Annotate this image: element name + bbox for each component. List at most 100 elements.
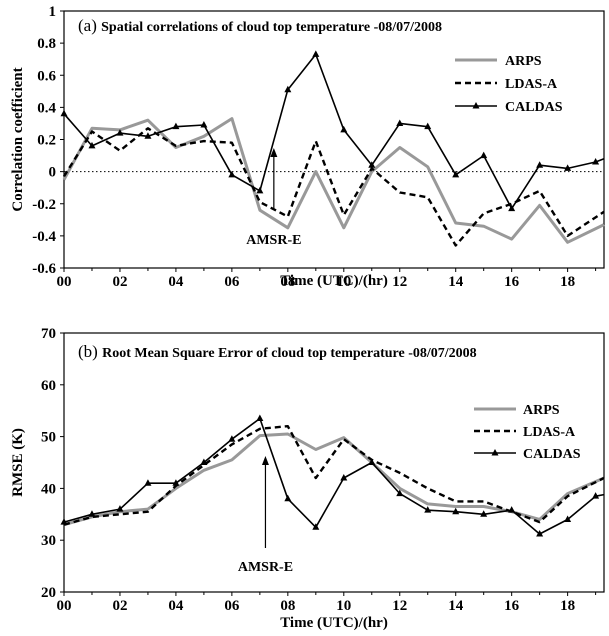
title-prefix: (b)	[78, 342, 102, 361]
data-point-caldas	[368, 161, 376, 168]
data-point-caldas	[368, 458, 376, 465]
data-point-caldas	[452, 507, 460, 515]
data-point-caldas	[200, 121, 208, 128]
x-tick-label: 02	[112, 274, 127, 290]
y-tick-label: -0.2	[32, 197, 56, 213]
x-tick-label: 04	[168, 274, 184, 290]
data-point-caldas	[256, 186, 264, 194]
data-point-caldas	[592, 157, 600, 165]
x-tick-label: 16	[504, 598, 520, 614]
annotation-label: AMSR-E	[246, 233, 301, 248]
series-line-ldas-a	[62, 127, 605, 247]
x-axis-label: Time (UTC)/(hr)	[280, 615, 388, 631]
data-point-caldas	[312, 50, 320, 57]
x-tick-label: 14	[448, 274, 464, 290]
y-tick-label: 70	[41, 326, 56, 342]
data-point-caldas	[396, 119, 404, 126]
y-tick-label: 0.8	[37, 36, 56, 52]
series-line-ldas-a	[63, 425, 605, 526]
y-tick-label: 0.6	[37, 68, 56, 84]
x-tick-label: 06	[224, 274, 240, 290]
y-tick-label: -0.4	[32, 229, 56, 245]
data-point-caldas	[592, 492, 600, 499]
x-tick-label: 08	[280, 598, 295, 614]
annotation-arrow-head	[270, 148, 278, 157]
x-tick-label: 00	[57, 598, 72, 614]
data-point-caldas	[340, 125, 348, 133]
x-axis-label: Time (UTC)/(hr)	[280, 273, 388, 289]
legend-label-arps: ARPS	[523, 403, 560, 418]
y-tick-label: 30	[41, 533, 56, 549]
annotation-label: AMSR-E	[238, 560, 293, 575]
data-point-caldas	[144, 132, 152, 139]
x-tick-label: 12	[392, 274, 407, 290]
data-point-caldas	[228, 170, 236, 178]
y-tick-label: 60	[41, 378, 56, 394]
plot-frame	[63, 10, 605, 269]
data-point-caldas	[144, 479, 152, 486]
chart-title: (b) Root Mean Square Error of cloud top …	[78, 342, 477, 361]
title-text: Spatial correlations of cloud top temper…	[101, 20, 442, 35]
legend-label-ldas-a: LDAS-A	[505, 77, 558, 92]
data-point-caldas	[228, 435, 236, 442]
data-point-caldas	[564, 515, 572, 522]
legend-label-ldas-a: LDAS-A	[523, 425, 576, 440]
x-tick-label: 10	[336, 598, 351, 614]
legend-label-caldas: CALDAS	[505, 100, 563, 115]
y-axis-label: RMSE (K)	[10, 428, 26, 497]
data-point-caldas	[60, 518, 68, 525]
data-point-caldas	[452, 170, 460, 178]
y-tick-label: -0.6	[32, 261, 56, 277]
chart-panel-b: 20 30 40 50 60 70 00 02 04 06 08 10 12 14 16 18 Time (UT…	[10, 326, 605, 631]
x-tick-label: 18	[560, 598, 575, 614]
legend-label-caldas: CALDAS	[523, 447, 581, 462]
chart-panel-a: -0.6 -0.4 -0.2 0 0.2 0.4 0.6 0.8 1 00 02 04 06 08 10 12…	[10, 4, 605, 290]
y-tick-label: 0.2	[37, 133, 56, 149]
data-point-caldas	[88, 510, 96, 517]
data-point-caldas	[312, 523, 320, 530]
y-tick-label: 0	[49, 165, 57, 181]
x-tick-label: 06	[224, 598, 240, 614]
data-point-caldas	[172, 122, 180, 130]
x-tick-label: 12	[392, 598, 407, 614]
data-point-caldas	[88, 141, 96, 149]
y-axis-label: Correlation coefficient	[10, 67, 26, 211]
data-point-caldas	[536, 161, 544, 168]
legend-marker	[491, 449, 499, 456]
chart-title: (a) Spatial correlations of cloud top te…	[78, 16, 442, 35]
data-point-caldas	[424, 506, 432, 513]
x-tick-label: 18	[560, 274, 575, 290]
x-tick-label: 14	[448, 598, 464, 614]
x-tick-label: 04	[168, 598, 184, 614]
data-point-caldas	[256, 414, 264, 421]
data-point-caldas	[508, 204, 516, 212]
data-point-caldas	[284, 494, 292, 502]
x-tick-label: 10	[336, 274, 351, 290]
data-point-caldas	[60, 109, 68, 117]
data-point-caldas	[172, 479, 180, 486]
x-tick-label: 00	[57, 274, 72, 290]
data-point-caldas	[284, 85, 292, 93]
data-point-caldas	[564, 164, 572, 171]
series-line-arps	[62, 117, 605, 244]
data-point-caldas	[340, 474, 348, 481]
y-tick-label: 40	[41, 481, 56, 497]
data-point-caldas	[200, 458, 208, 465]
legend-label-arps: ARPS	[505, 54, 542, 69]
title-prefix: (a)	[78, 16, 101, 35]
data-point-caldas	[396, 489, 404, 497]
y-tick-label: 20	[41, 585, 56, 601]
plot-frame	[63, 332, 605, 593]
y-tick-label: 0.4	[37, 100, 56, 116]
data-point-caldas	[480, 151, 488, 159]
data-point-caldas	[480, 510, 488, 517]
legend-marker	[472, 102, 480, 109]
y-tick-label: 50	[41, 430, 56, 446]
data-point-caldas	[116, 505, 124, 512]
data-point-caldas	[116, 129, 124, 136]
x-tick-label: 08	[280, 274, 295, 290]
x-tick-label: 16	[504, 274, 520, 290]
data-point-caldas	[508, 506, 516, 513]
title-text: Root Mean Square Error of cloud top temp…	[102, 346, 477, 361]
